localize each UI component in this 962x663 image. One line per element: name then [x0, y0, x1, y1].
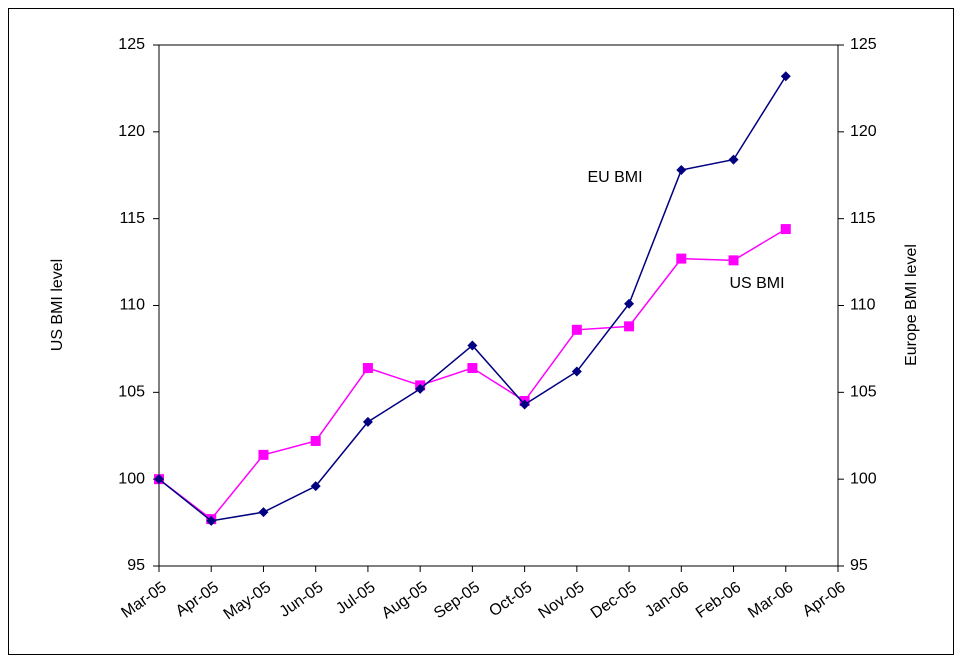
- x-tick-label: Apr-06: [800, 579, 849, 621]
- x-tick-label: Mar-05: [118, 579, 169, 622]
- point-marker: [519, 399, 530, 410]
- y-tick-label: 95: [127, 557, 145, 574]
- point-marker: [415, 383, 426, 394]
- x-tick-label: Oct-05: [486, 579, 535, 621]
- point-marker: [624, 298, 635, 309]
- point-marker: [467, 363, 478, 374]
- point-marker: [780, 71, 791, 82]
- y-tick-label: 100: [118, 470, 145, 487]
- y2-tick-label: 120: [850, 123, 877, 140]
- point-marker: [310, 481, 321, 492]
- y-axis-label: US BMI level: [49, 259, 66, 351]
- x-tick-label: Dec-05: [588, 579, 640, 623]
- point-marker: [310, 435, 321, 446]
- point-marker: [258, 449, 269, 460]
- y2-tick-label: 125: [850, 36, 877, 53]
- point-marker: [258, 507, 269, 518]
- y-tick-label: 125: [118, 36, 145, 53]
- point-marker: [362, 416, 373, 427]
- y2-tick-label: 100: [850, 470, 877, 487]
- x-tick-label: Nov-05: [536, 579, 588, 623]
- point-marker: [571, 324, 582, 335]
- x-tick-label: Jan-06: [642, 579, 692, 621]
- series-line: [158, 228, 787, 521]
- y-tick-label: 110: [119, 297, 145, 314]
- x-tick-label: Sep-05: [431, 579, 483, 623]
- point-marker: [467, 340, 478, 351]
- x-tick-label: Jul-05: [333, 579, 379, 618]
- point-marker: [728, 255, 739, 266]
- point-marker: [676, 165, 687, 176]
- point-marker: [154, 474, 164, 485]
- y2-tick-label: 110: [850, 297, 876, 314]
- series-line: [158, 75, 787, 522]
- x-tick-label: May-05: [221, 579, 275, 624]
- y2-axis-label: Europe BMI level: [903, 244, 920, 366]
- x-tick-label: Jun-05: [277, 579, 327, 621]
- x-tick-label: Apr-05: [173, 579, 222, 621]
- point-marker: [571, 366, 582, 377]
- y2-tick-label: 95: [850, 557, 868, 574]
- point-marker: [676, 253, 687, 264]
- point-marker: [624, 321, 635, 332]
- plot-area: [158, 44, 839, 567]
- x-tick-label: Feb-06: [693, 579, 744, 622]
- y2-tick-label: 115: [850, 210, 876, 227]
- point-marker: [206, 515, 217, 526]
- y-tick-label: 120: [118, 123, 145, 140]
- point-marker: [780, 224, 791, 235]
- chart-frame: [8, 8, 954, 655]
- y-tick-label: 105: [118, 384, 145, 401]
- annotation: US BMI: [729, 275, 784, 292]
- annotation: EU BMI: [587, 169, 642, 186]
- y-tick-label: 115: [119, 210, 145, 227]
- x-tick-label: Aug-05: [379, 579, 431, 623]
- y2-tick-label: 105: [850, 384, 877, 401]
- x-tick-label: Mar-06: [745, 579, 796, 622]
- point-marker: [362, 363, 373, 374]
- point-marker: [728, 154, 739, 165]
